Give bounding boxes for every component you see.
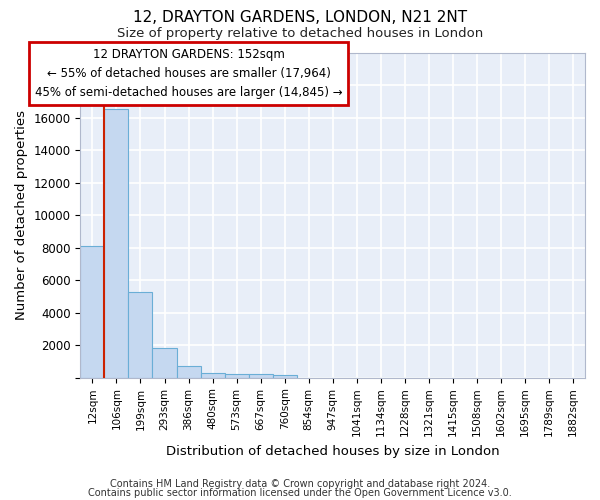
Bar <box>176 366 200 378</box>
Text: Size of property relative to detached houses in London: Size of property relative to detached ho… <box>117 28 483 40</box>
Bar <box>224 374 248 378</box>
X-axis label: Distribution of detached houses by size in London: Distribution of detached houses by size … <box>166 444 500 458</box>
Y-axis label: Number of detached properties: Number of detached properties <box>15 110 28 320</box>
Text: 12, DRAYTON GARDENS, LONDON, N21 2NT: 12, DRAYTON GARDENS, LONDON, N21 2NT <box>133 10 467 25</box>
Bar <box>128 292 152 378</box>
Text: Contains public sector information licensed under the Open Government Licence v3: Contains public sector information licen… <box>88 488 512 498</box>
Bar <box>80 246 104 378</box>
Text: Contains HM Land Registry data © Crown copyright and database right 2024.: Contains HM Land Registry data © Crown c… <box>110 479 490 489</box>
Bar <box>248 374 272 378</box>
Bar <box>104 110 128 378</box>
Bar <box>272 374 296 378</box>
Text: 12 DRAYTON GARDENS: 152sqm
← 55% of detached houses are smaller (17,964)
45% of : 12 DRAYTON GARDENS: 152sqm ← 55% of deta… <box>35 48 343 99</box>
Bar <box>200 372 224 378</box>
Bar <box>152 348 176 378</box>
